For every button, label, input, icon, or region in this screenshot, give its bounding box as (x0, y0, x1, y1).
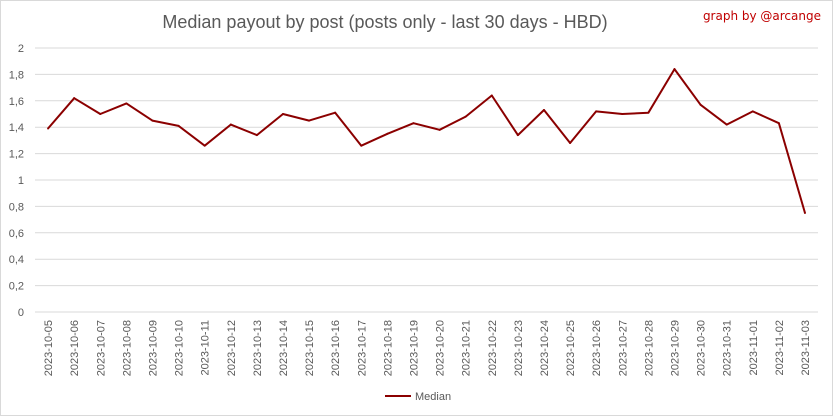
data-point (386, 132, 389, 135)
data-point (151, 119, 154, 122)
data-point (490, 94, 493, 97)
data-point (621, 113, 624, 115)
y-tick-label: 1,6 (9, 96, 24, 108)
data-point (751, 110, 754, 113)
x-tick-label: 2023-10-12 (226, 320, 238, 376)
x-tick-label: 2023-10-19 (408, 320, 420, 376)
data-point (229, 123, 232, 126)
data-point (47, 127, 50, 130)
x-tick-label: 2023-10-23 (513, 320, 525, 376)
data-point (99, 113, 102, 115)
data-point (803, 212, 806, 214)
x-tick-label: 2023-10-11 (200, 320, 212, 375)
x-tick-label: 2023-10-10 (174, 320, 186, 376)
data-point (542, 109, 545, 112)
x-tick-label: 2023-10-31 (722, 320, 734, 376)
x-tick-label: 2023-11-01 (748, 320, 760, 375)
x-tick-label: 2023-10-15 (304, 320, 316, 376)
x-tick-label: 2023-10-28 (643, 320, 655, 376)
x-tick-label: 2023-10-07 (95, 320, 107, 376)
data-point (360, 144, 363, 147)
gridlines (35, 47, 818, 313)
data-point (595, 110, 598, 113)
data-point (73, 97, 76, 100)
x-tick-label: 2023-10-17 (356, 320, 368, 376)
data-point (255, 134, 258, 137)
data-point (673, 68, 676, 71)
series-line (47, 68, 806, 214)
y-tick-label: 0,6 (9, 228, 24, 240)
x-tick-label: 2023-10-14 (278, 320, 290, 376)
x-tick-label: 2023-10-30 (696, 320, 708, 376)
x-tick-label: 2023-10-24 (539, 320, 551, 376)
data-point (334, 111, 337, 114)
y-tick-label: 1 (18, 175, 24, 187)
y-tick-label: 1,8 (9, 69, 24, 81)
data-point (125, 102, 128, 105)
x-tick-label: 2023-10-22 (487, 320, 499, 376)
chart-title: Median payout by post (posts only - last… (162, 12, 608, 32)
data-point (777, 122, 780, 125)
x-tick-label: 2023-10-05 (43, 320, 55, 376)
data-point (516, 134, 519, 137)
data-point (464, 115, 467, 118)
legend: Median (385, 391, 451, 403)
legend-label: Median (415, 391, 451, 403)
y-tick-label: 0,2 (9, 281, 24, 293)
y-tick-label: 1,2 (9, 149, 24, 161)
y-tick-label: 1,4 (9, 122, 24, 134)
data-point (647, 111, 650, 114)
x-tick-label: 2023-10-06 (69, 320, 81, 376)
data-point (699, 103, 702, 106)
data-point (177, 124, 180, 127)
x-tick-label: 2023-10-25 (565, 320, 577, 376)
data-point (438, 128, 441, 131)
y-tick-label: 0 (18, 307, 24, 319)
x-tick-label: 2023-10-27 (617, 320, 629, 376)
x-tick-label: 2023-10-29 (669, 320, 681, 376)
x-tick-label: 2023-10-18 (382, 320, 394, 376)
data-point (725, 123, 728, 126)
x-tick-label: 2023-11-02 (774, 320, 786, 375)
y-tick-label: 2 (18, 43, 24, 55)
data-point (308, 119, 311, 122)
data-point (412, 122, 415, 125)
x-tick-label: 2023-10-21 (461, 320, 473, 376)
data-point (569, 142, 572, 145)
x-tick-label: 2023-10-13 (252, 320, 264, 376)
data-point (281, 113, 284, 115)
y-tick-label: 0,4 (9, 254, 24, 266)
x-tick-label: 2023-10-16 (330, 320, 342, 376)
x-tick-label: 2023-11-03 (800, 320, 812, 375)
credit-label: graph by @arcange (702, 9, 821, 23)
x-tick-label: 2023-10-26 (591, 320, 603, 376)
x-tick-label: 2023-10-08 (121, 320, 133, 376)
x-tick-label: 2023-10-20 (435, 320, 447, 376)
series-median (47, 68, 806, 214)
data-point (203, 144, 206, 147)
y-tick-label: 0,8 (9, 201, 24, 213)
y-axis-tick-labels: 0 0,2 0,4 0,6 0,8 1 1,2 1,4 1,6 1,8 2 (9, 43, 24, 319)
x-axis-tick-labels: 2023-10-05 2023-10-06 2023-10-07 2023-10-08… (43, 320, 812, 376)
x-tick-label: 2023-10-09 (147, 320, 159, 376)
